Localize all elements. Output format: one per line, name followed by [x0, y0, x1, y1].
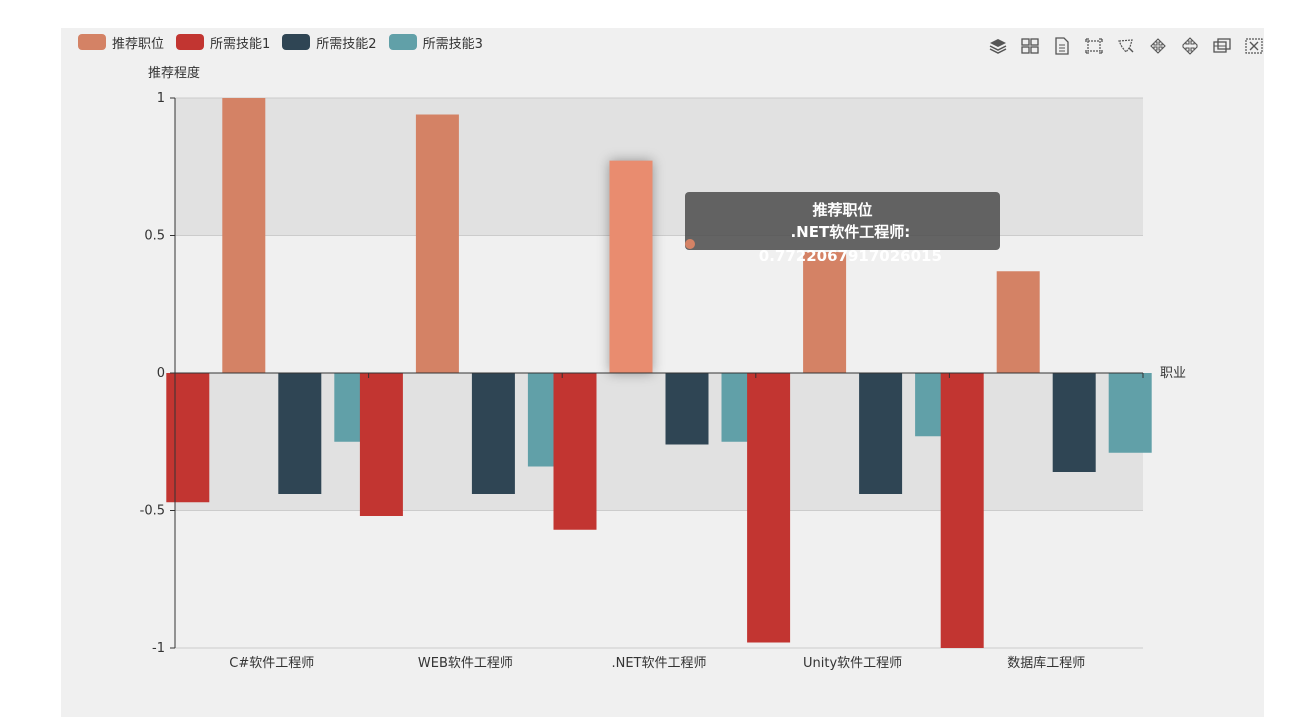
bar-3: [278, 373, 322, 494]
bar-1: [415, 114, 459, 373]
bar-3: [1052, 373, 1096, 472]
refresh-icon[interactable]: [1178, 36, 1201, 56]
tooltip-text: .NET软件工程师: 0.7722067917026015: [758, 223, 942, 265]
bar-2: [940, 373, 984, 648]
bar-3: [665, 373, 709, 445]
lasso-select-icon[interactable]: [1114, 36, 1137, 56]
bar-highlighted: [609, 160, 653, 373]
legend-label: 所需技能1: [210, 36, 271, 52]
bar-2: [747, 373, 791, 643]
legend-label: 所需技能2: [316, 36, 377, 52]
x-tick-label: .NET软件工程师: [611, 656, 706, 671]
x-tick-label: C#软件工程师: [229, 656, 314, 671]
tooltip-dot-icon: [685, 239, 695, 249]
toolbox: [986, 36, 1265, 56]
y-tick-label: -1: [152, 641, 165, 656]
stack-icon[interactable]: [986, 36, 1009, 56]
y-tick-label: 1: [157, 91, 165, 106]
data-view-icon[interactable]: [1050, 36, 1073, 56]
legend: 推荐职位 所需技能1 所需技能2 所需技能3: [78, 33, 495, 52]
legend-item[interactable]: 所需技能3: [388, 33, 483, 52]
x-axis-name: 职业: [1160, 366, 1186, 381]
bar-1: [996, 271, 1040, 373]
y-tick-label: 0.5: [144, 229, 165, 244]
legend-swatch: [176, 34, 205, 50]
tiled-icon[interactable]: [1018, 36, 1041, 56]
bar-2: [166, 373, 210, 503]
legend-swatch: [282, 34, 311, 50]
legend-label: 所需技能3: [422, 36, 483, 52]
legend-item[interactable]: 推荐职位: [78, 33, 164, 52]
y-tick-label: 0: [157, 366, 165, 381]
legend-item[interactable]: 所需技能2: [282, 33, 377, 52]
split-area-band: [175, 235, 1143, 373]
y-axis-name: 推荐程度: [148, 65, 200, 81]
split-area-band: [175, 510, 1143, 648]
legend-item[interactable]: 所需技能1: [176, 33, 270, 52]
bar-1: [222, 98, 266, 373]
y-tick-label: -0.5: [140, 504, 165, 519]
save-image-icon[interactable]: [1210, 36, 1233, 56]
legend-label: 推荐职位: [112, 36, 165, 52]
clear-icon[interactable]: [1242, 36, 1265, 56]
zoom-icon[interactable]: [1082, 36, 1105, 56]
x-tick-label: 数据库工程师: [1007, 655, 1085, 671]
legend-swatch: [388, 34, 417, 50]
legend-swatch: [78, 34, 106, 50]
bar-2: [359, 373, 403, 516]
tooltip: 推荐职位 .NET软件工程师: 0.7722067917026015: [685, 192, 1000, 265]
restore-icon[interactable]: [1146, 36, 1169, 56]
x-tick-label: Unity软件工程师: [803, 656, 902, 671]
x-tick-label: WEB软件工程师: [418, 656, 513, 671]
bar-3: [471, 373, 515, 494]
tooltip-title: 推荐职位: [812, 201, 873, 219]
bar-1: [803, 252, 847, 373]
tooltip-row: .NET软件工程师: 0.7722067917026015: [685, 220, 1000, 268]
bar-3: [859, 373, 903, 494]
bar-4: [1108, 373, 1152, 453]
bar-2: [553, 373, 597, 530]
